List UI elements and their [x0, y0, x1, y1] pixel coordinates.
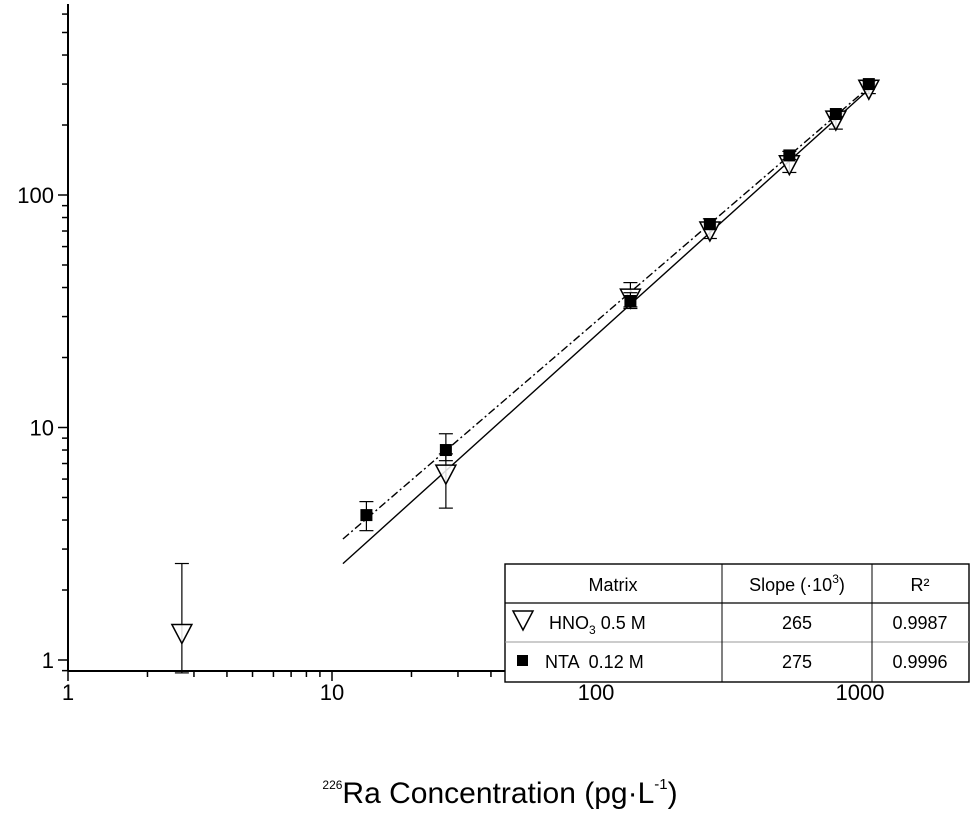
legend-row1-matrix-sub: 3: [589, 623, 596, 637]
legend-header-slope-main: Slope (·10: [749, 575, 832, 595]
data-point-square: [439, 444, 452, 457]
data-point-square: [829, 108, 842, 121]
legend-row1-slope: 265: [782, 613, 812, 633]
legend-row2-matrix: NTA 0.12 M: [545, 652, 644, 672]
data-point-triangle: [170, 623, 194, 646]
data-point-square: [360, 509, 373, 522]
legend-header-matrix: Matrix: [589, 575, 638, 595]
legend-row2-slope: 275: [782, 652, 812, 672]
x-axis-label: 226Ra Concentration (pg·L-1): [322, 776, 677, 810]
legend-row2-r2: 0.9996: [892, 652, 947, 672]
legend-header-slope-sup: 3: [832, 572, 839, 586]
legend-table-border: [504, 563, 970, 683]
y-tick-label: 10: [30, 416, 54, 441]
x-tick-label: 100: [578, 680, 615, 705]
x-axis-label-sup: 226: [322, 778, 342, 792]
data-point-square: [624, 295, 637, 308]
legend-row1-matrix-rest: 0.5 M: [596, 613, 646, 633]
legend-header-r2: R²: [911, 575, 930, 595]
legend-row1-matrix: HNO3 0.5 M: [549, 613, 646, 637]
y-tick-label: 100: [17, 183, 54, 208]
legend-header-slope-close: ): [839, 575, 845, 595]
x-axis-label-main: Ra Concentration (pg·L: [342, 777, 654, 810]
data-point-square: [783, 149, 796, 162]
x-axis-label-close: ): [668, 777, 678, 810]
x-tick-label: 1: [62, 680, 74, 705]
data-point-square: [862, 78, 875, 91]
legend-triangle-icon: [511, 610, 535, 632]
fit-line-series-1: [342, 86, 872, 565]
legend-row1-matrix-main: HNO: [549, 613, 589, 633]
x-tick-label: 10: [320, 680, 344, 705]
data-point-square: [703, 218, 716, 231]
legend-table: Matrix Slope (·103) R² HNO3 0.5 M 265 0.…: [504, 563, 970, 683]
y-tick-label: 1: [42, 648, 54, 673]
legend-square-icon: [517, 655, 528, 666]
data-point-triangle: [434, 464, 458, 486]
data-points: [170, 78, 881, 674]
x-axis-label-sup2: -1: [654, 776, 667, 793]
x-tick-label: 1000: [836, 680, 885, 705]
legend-header-slope: Slope (·103): [749, 572, 845, 595]
legend-row1-r2: 0.9987: [892, 613, 947, 633]
